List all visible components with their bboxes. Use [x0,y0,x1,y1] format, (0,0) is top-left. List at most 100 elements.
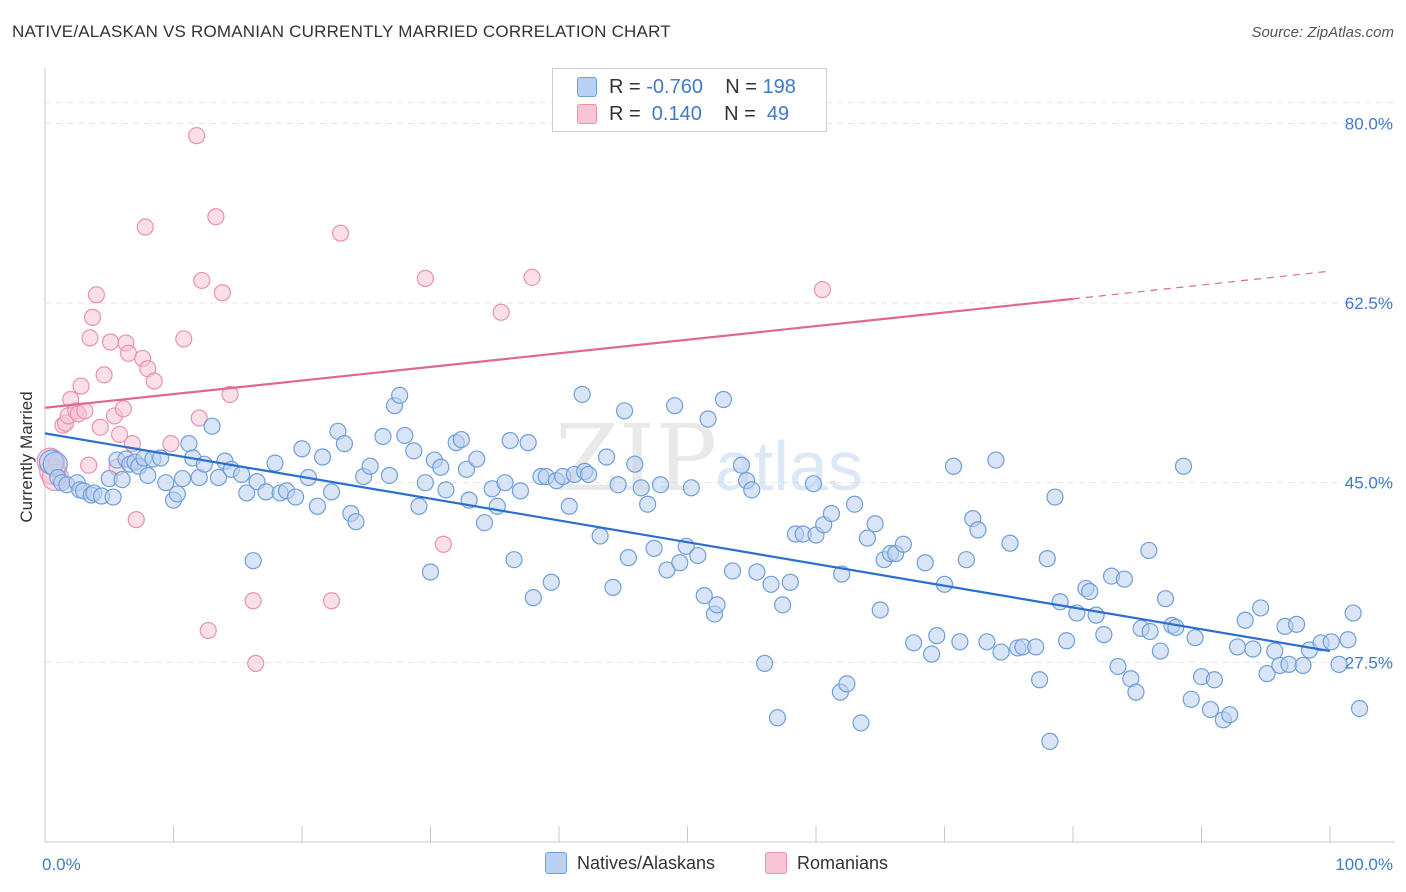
source-label: Source: ZipAtlas.com [1251,24,1394,41]
y-axis-label: Currently Married [17,391,36,522]
native-point [475,514,494,532]
native-point [1046,488,1064,506]
romanian-point [199,621,217,640]
native-point [695,586,713,605]
native-point [708,596,726,614]
legend-r-label: R = [609,102,641,125]
native-point [1151,642,1169,660]
romanian-point [80,456,98,474]
native-point [951,633,969,651]
romanian-point [81,329,99,347]
native-point [773,596,792,614]
native-point [1266,642,1284,660]
native-point [1041,732,1059,750]
native-point [723,562,742,580]
romanian-point [95,366,113,384]
native-point [1038,550,1056,568]
native-point [748,563,766,581]
romanian-point [72,377,90,395]
native-point [1294,656,1312,675]
native-point [604,578,622,596]
native-point [573,385,591,403]
romanian-point [110,425,129,444]
native-point [1127,683,1145,701]
y-tick-label: 45.0% [1345,474,1393,493]
romanians-legend-label: Romanians [797,852,889,873]
y-tick-label: 27.5% [1345,653,1393,672]
x-tick-labels: 0.0% 100.0% [42,855,1393,874]
natives-swatch [545,852,567,874]
native-point [923,645,941,663]
legend-r-value: 0.140 [646,102,702,125]
native-point [639,495,657,513]
natives-points [38,385,1369,750]
legend-r-label: R = [609,75,641,98]
romanian-point [83,308,102,326]
native-point [632,479,650,497]
legend-n-label: N = [724,102,756,125]
native-point [139,466,157,485]
romanian-point [190,409,208,427]
legend-row-natives: R = -0.760 N = 198 [577,75,796,99]
legend-swatch-pink [577,104,597,124]
legend-n-value: 49 [761,102,790,125]
native-point [1236,611,1254,629]
native-point [1027,638,1045,656]
native-point [457,460,476,478]
native-point [293,440,311,458]
romanian-point [207,208,225,226]
romanian-point [221,385,239,403]
native-point [928,627,946,645]
natives-trend-line [44,432,1331,653]
native-point [609,476,627,494]
native-point [597,448,616,466]
native-point [838,675,856,693]
native-point [992,643,1010,661]
native-point [1228,638,1247,656]
native-point [866,515,884,533]
romanian-point [162,435,180,453]
native-point [1350,699,1369,718]
legend-row-romanians: R = 0.140 N = 49 [577,102,789,126]
romanian-point [492,303,510,321]
native-point [1330,655,1348,673]
native-point [416,474,434,492]
native-point [822,504,841,523]
romanians-trend-extension [1072,270,1331,300]
native-point [781,573,799,591]
native-point [969,521,987,539]
legend-n-label: N = [725,75,757,98]
native-point [524,589,542,607]
native-point [560,497,578,515]
native-point [1081,582,1099,601]
native-point [1167,618,1185,637]
native-point [944,457,963,475]
native-point [157,474,175,492]
native-point [1186,629,1204,647]
native-point [1201,700,1220,719]
romanian-point [213,284,231,302]
native-point [714,390,733,409]
native-point [286,488,305,506]
native-point [1174,457,1193,475]
romanian-point [114,400,132,418]
native-point [619,549,637,567]
native-point [452,430,470,449]
romanian-point [127,511,145,529]
native-point [699,410,717,428]
romanian-point [416,269,434,287]
legend-n-value: 198 [762,75,796,98]
native-point [501,431,519,450]
native-point [1205,671,1223,689]
series-legend: Natives/Alaskans Romanians [0,852,1406,878]
legend-item-natives: Natives/Alaskans [545,852,715,874]
native-point [410,497,428,515]
native-point [511,482,530,500]
native-point [432,458,450,476]
native-point [666,397,684,415]
romanian-point [331,224,350,242]
legend-r-value: -0.760 [646,75,703,98]
chart-title: NATIVE/ALASKAN VS ROMANIAN CURRENTLY MAR… [12,22,671,41]
native-point [768,709,787,727]
